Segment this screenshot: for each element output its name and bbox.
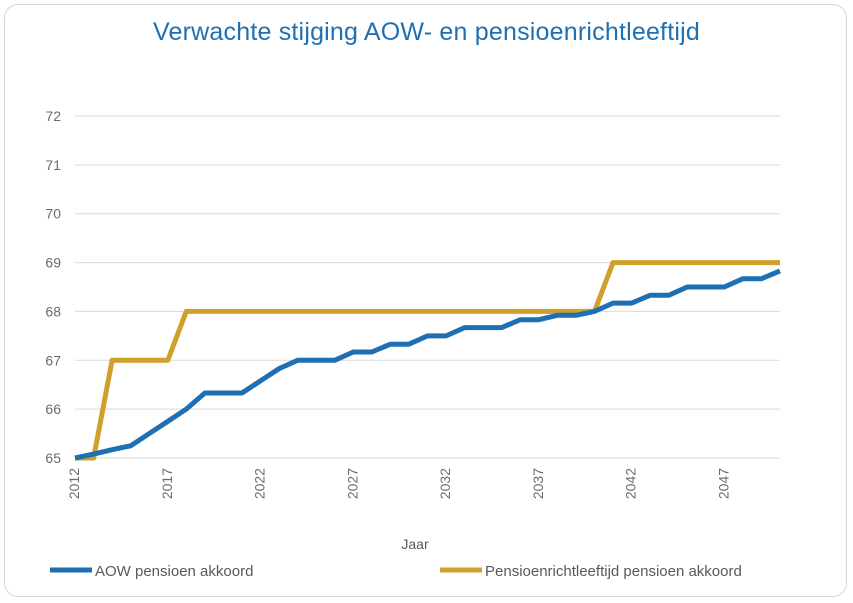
legend-label-aow: AOW pensioen akkoord bbox=[95, 563, 253, 580]
x-tick-label: 2037 bbox=[530, 468, 546, 499]
x-tick-label: 2012 bbox=[66, 468, 82, 499]
y-tick-label: 72 bbox=[45, 108, 61, 124]
gridlines bbox=[75, 115, 780, 459]
x-axis-ticks: 2012 2017 2022 2027 2032 2037 2042 2047 bbox=[66, 468, 731, 499]
legend: AOW pensioen akkoord Pensioenrichtleefti… bbox=[50, 563, 742, 580]
y-tick-label: 69 bbox=[45, 255, 61, 271]
x-tick-label: 2017 bbox=[159, 468, 175, 499]
series-line-0 bbox=[74, 268, 781, 461]
legend-label-pensioenrichtleeftijd: Pensioenrichtleeftijd pensioen akkoord bbox=[485, 563, 742, 580]
y-tick-label: 71 bbox=[45, 157, 61, 173]
series-lines bbox=[74, 260, 781, 461]
y-tick-label: 66 bbox=[45, 401, 61, 417]
x-tick-label: 2042 bbox=[623, 468, 639, 499]
y-tick-label: 67 bbox=[45, 352, 61, 368]
x-tick-label: 2027 bbox=[344, 468, 360, 499]
y-tick-label: 65 bbox=[45, 450, 61, 466]
y-tick-label: 70 bbox=[45, 206, 61, 222]
chart-frame bbox=[4, 4, 847, 597]
y-tick-label: 68 bbox=[45, 303, 61, 319]
x-axis-label: Jaar bbox=[401, 536, 429, 552]
x-tick-label: 2032 bbox=[437, 468, 453, 499]
y-axis-ticks: 65 66 67 68 69 70 71 72 bbox=[45, 108, 61, 466]
series-line-1 bbox=[75, 260, 780, 461]
x-tick-label: 2047 bbox=[715, 468, 731, 499]
chart-title: Verwachte stijging AOW- en pensioenricht… bbox=[153, 18, 700, 46]
x-tick-label: 2022 bbox=[252, 468, 268, 499]
